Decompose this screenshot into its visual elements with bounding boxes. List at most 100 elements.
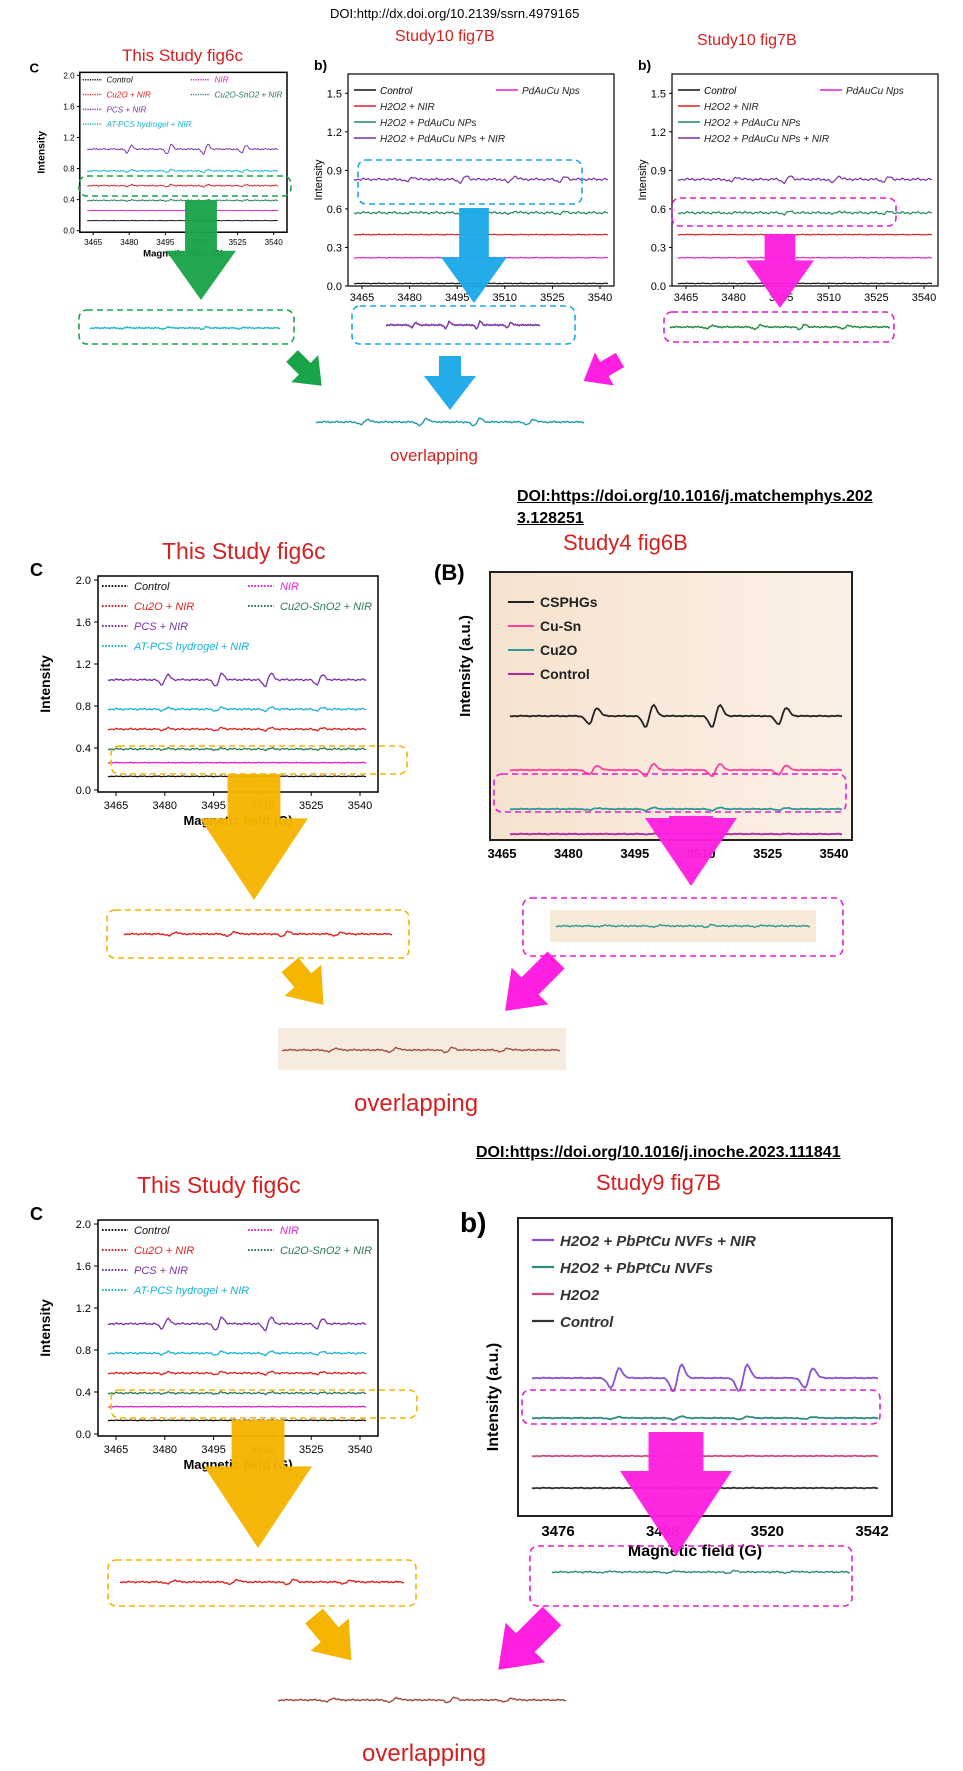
- orange-down-arrow: [200, 774, 308, 900]
- plot-frame: [79, 71, 288, 233]
- blue-short-arrow: [424, 356, 476, 410]
- legend-label: Control: [380, 86, 413, 97]
- panel-letter: b): [314, 57, 327, 73]
- doi-ssrn[interactable]: DOI:http://dx.doi.org/10.2139/ssrn.49791…: [330, 6, 580, 21]
- arrow-shape: [505, 951, 565, 1011]
- overlap-spectrum-2: [281, 1046, 561, 1054]
- x-tick-label: 3465: [104, 1444, 128, 1456]
- panel-letter: b): [460, 1207, 486, 1238]
- chart-s2-study4: (B)Intensity (a.u.)346534803495351035253…: [434, 560, 853, 861]
- series-line: [677, 175, 933, 185]
- legend-label: Cu2O-SnO2 + NIR: [214, 91, 282, 100]
- magenta-diagonal-arrow: [505, 951, 565, 1011]
- legend-label: Cu2O: [540, 642, 577, 658]
- highlight-box: [78, 309, 295, 345]
- arrow-shape: [305, 1608, 352, 1661]
- series-line: [677, 282, 933, 285]
- series-line: [509, 762, 842, 778]
- legend-label: Control: [704, 86, 737, 97]
- legend-label: H2O2 + PbPtCu NVFs: [560, 1260, 713, 1277]
- orange-diagonal-arrow: [305, 1608, 352, 1661]
- y-tick-label: 1.6: [76, 617, 91, 629]
- series-line: [87, 219, 279, 222]
- title-this-study-2: This Study fig6c: [162, 538, 326, 564]
- series-line: [87, 209, 279, 212]
- y-tick-label: 0.0: [63, 227, 75, 236]
- annotations-s1: [78, 159, 897, 427]
- x-tick-label: 3495: [445, 292, 469, 302]
- y-tick-label: 1.2: [651, 127, 666, 139]
- x-axis-label: Magnetic field (G): [628, 1543, 762, 1560]
- y-tick-label: 0.4: [76, 743, 91, 755]
- x-tick-label: 3510: [493, 292, 517, 302]
- legend-label: Control: [560, 1314, 614, 1331]
- legend-label: AT-PCS hydrogel + NIR: [133, 641, 249, 653]
- y-axis-label: Intensity: [313, 159, 325, 200]
- legend-label: Cu2O-SnO2 + NIR: [280, 1245, 372, 1257]
- series-line: [353, 175, 609, 185]
- title-study4: Study4 fig6B: [563, 530, 688, 555]
- y-tick-label: 0.0: [76, 785, 91, 797]
- series-line: [86, 168, 279, 174]
- cropped-spectrum-orange: [123, 930, 393, 938]
- y-tick-label: 0.9: [651, 165, 666, 177]
- legend-label: Control: [134, 1225, 170, 1237]
- legend-label: NIR: [280, 581, 299, 593]
- overlap-strip-bg: [278, 1028, 566, 1070]
- y-tick-label: 0.4: [63, 196, 75, 205]
- cropped-spectrum-magenta: [551, 1569, 851, 1575]
- overlap-label-2: overlapping: [354, 1090, 479, 1117]
- legend-label: PCS + NIR: [134, 621, 188, 633]
- annotations-s2: [106, 745, 847, 1070]
- y-tick-label: 1.6: [63, 102, 75, 111]
- y-tick-label: 0.9: [327, 165, 342, 177]
- series-line: [107, 672, 366, 688]
- x-tick-label: 3495: [201, 1444, 225, 1456]
- y-tick-label: 2.0: [76, 575, 91, 587]
- series-line: [677, 256, 933, 259]
- y-tick-label: 0.6: [651, 204, 666, 216]
- y-tick-label: 1.2: [63, 133, 75, 142]
- x-tick-label: 3480: [120, 238, 139, 247]
- chart-s1-study10-a: b) 0.0 0.3 0.6 0.9 1.2 1.5 3465 3480 3495 3510 3525…: [313, 57, 615, 302]
- title-study9: Study9 fig7B: [596, 1170, 721, 1195]
- series-line: [677, 233, 932, 236]
- y-axis-label: Intensity: [36, 131, 47, 174]
- x-tick-label: 3495: [620, 846, 649, 861]
- arrow-shape: [498, 1606, 562, 1670]
- x-tick-label: 3480: [554, 846, 583, 861]
- x-tick-label: 3540: [348, 1444, 372, 1456]
- doi-matchemphys[interactable]: DOI:https://doi.org/10.1016/j.matchemphy…: [517, 486, 873, 530]
- highlight-box: [493, 773, 847, 813]
- legend-label: Control: [540, 666, 590, 682]
- arrow-shape: [286, 350, 322, 386]
- legend-label: PCS + NIR: [106, 105, 146, 114]
- legend-label: NIR: [280, 1225, 299, 1237]
- y-tick-label: 2.0: [63, 71, 75, 80]
- y-tick-label: 0.3: [651, 242, 666, 254]
- blue-down-arrow: [441, 208, 507, 303]
- overlap-spectrum-1: [315, 417, 585, 427]
- x-tick-label: 3465: [488, 846, 517, 861]
- series-line: [509, 703, 842, 728]
- x-tick-label: 3525: [299, 1444, 323, 1456]
- highlight-box: [663, 311, 895, 343]
- y-tick-label: 1.2: [76, 659, 91, 671]
- doi-inoche[interactable]: DOI:https://doi.org/10.1016/j.inoche.202…: [476, 1144, 841, 1161]
- chart-s3-this-study: C0.00.40.81.21.62.0346534803495351035253…: [30, 1206, 379, 1472]
- legend-label: H2O2 + PdAuCu NPs + NIR: [380, 134, 505, 145]
- legend-label: Control: [134, 581, 170, 593]
- x-tick-label: 3525: [753, 846, 782, 861]
- arrow-shape: [583, 352, 625, 386]
- highlight-box: [351, 305, 576, 345]
- x-tick-label: 3540: [588, 292, 612, 302]
- series-line: [107, 726, 367, 732]
- panel-letter: C: [29, 62, 39, 75]
- legend-label: H2O2 + PdAuCu NPs + NIR: [704, 134, 829, 145]
- title-study10-a: Study10 fig7B: [395, 28, 495, 45]
- series-line: [107, 1390, 366, 1396]
- legend-label: Cu2O-SnO2 + NIR: [280, 601, 372, 613]
- x-tick-label: 3480: [153, 800, 177, 812]
- legend-label: H2O2 + NIR: [380, 102, 435, 113]
